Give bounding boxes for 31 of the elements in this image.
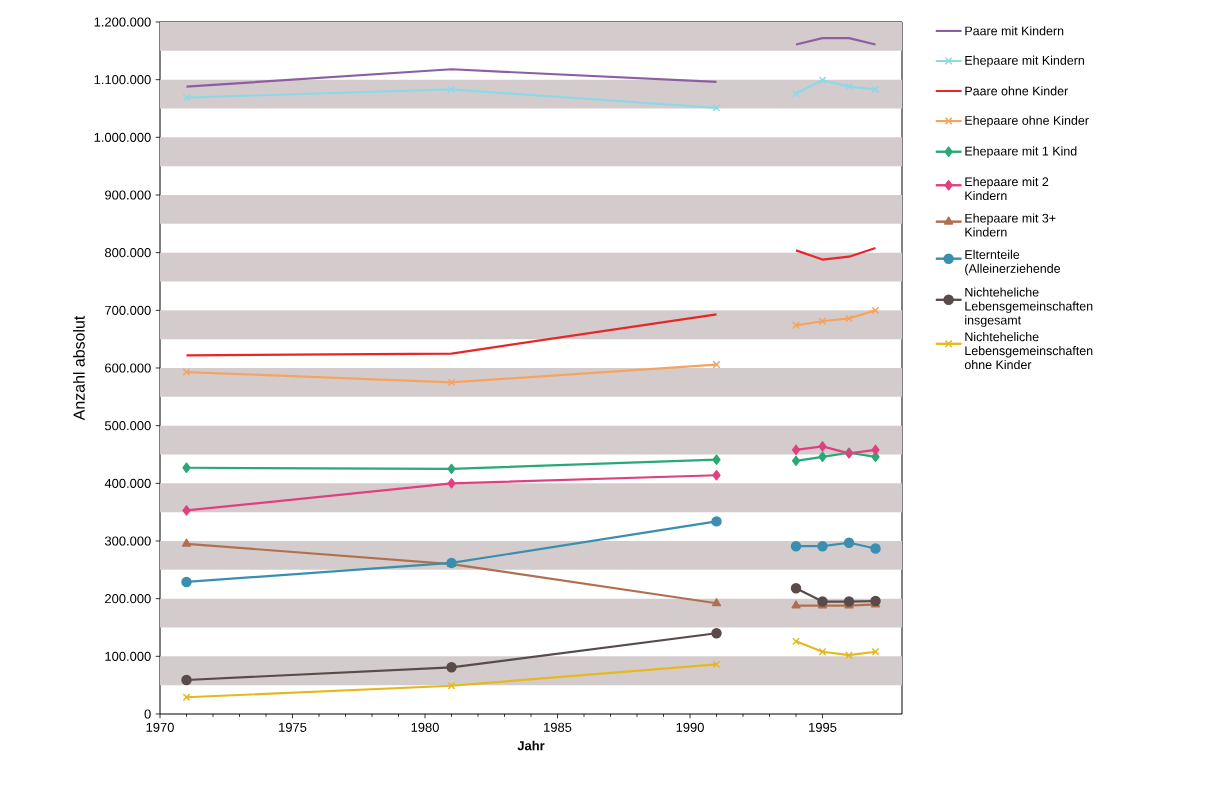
y-tick-label: 0 [144, 709, 151, 719]
y-tick-label: 400.000 [104, 478, 151, 488]
y-axis-title: Anzahl absolut [73, 315, 85, 421]
legend-label: Ehepaare mit 3+ Kindern [965, 213, 1056, 237]
legend-label: Elternteile (Alleinerziehende [965, 249, 1061, 276]
y-tick-label: 100.000 [105, 651, 151, 661]
y-tick-label: 1.200.000 [94, 17, 151, 27]
legend-label: Paare mit Kindern [965, 26, 1064, 36]
y-tick-label: 500.000 [104, 421, 151, 431]
y-tick-label: 700.000 [105, 305, 151, 315]
y-tick-label: 1.000.000 [94, 132, 151, 142]
legend-label: Ehepaare mit Kindern [965, 55, 1084, 68]
y-tick-label: 600.000 [105, 363, 151, 373]
legend-label: Ehepaare mit 2 Kindern [965, 177, 1049, 201]
x-tick-label: 1985 [544, 722, 572, 732]
legend-label: Ehepaare mit 1 Kind [965, 146, 1077, 158]
x-axis-title: Jahr [517, 740, 545, 751]
y-tick-label: 300.000 [104, 536, 151, 546]
legend-label: Nichteheliche Lebensgemeinschaften ohne Kinder [964, 332, 1093, 370]
x-tick-label: 1970 [146, 722, 174, 732]
y-tick-label: 1.100.000 [94, 75, 151, 85]
x-tick-label: 1980 [411, 722, 439, 732]
y-tick-label: 800.000 [104, 248, 151, 258]
y-tick-label: 200.000 [105, 594, 151, 604]
x-tick-label: 1975 [279, 722, 307, 732]
legend-label: Nichteheliche Lebensgemeinschaften insgesamt [965, 287, 1093, 327]
y-tick-label: 900.000 [105, 190, 151, 200]
x-tick-label: 1995 [809, 722, 837, 732]
legend-label: Ehepaare ohne Kinder [965, 115, 1089, 128]
x-tick-label: 1990 [676, 722, 704, 732]
legend-label: Paare ohne Kinder [965, 86, 1068, 96]
